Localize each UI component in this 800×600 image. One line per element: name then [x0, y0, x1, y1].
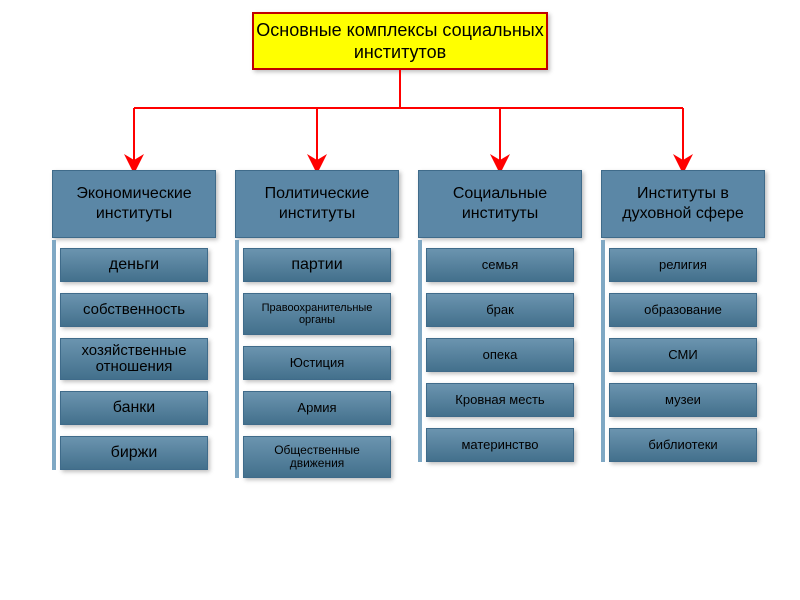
item-box: религия	[609, 248, 757, 282]
item-box: банки	[60, 391, 208, 425]
item-label: материнство	[461, 438, 538, 452]
item-box: опека	[426, 338, 574, 372]
item-label: опека	[483, 348, 518, 362]
root-box: Основные комплексы социальных институтов	[252, 12, 548, 70]
item-box: Армия	[243, 391, 391, 425]
item-label: Юстиция	[290, 356, 345, 370]
category-label: Социальные институты	[419, 184, 581, 224]
column-3: Социальные институты семья брак опека Кровна…	[418, 170, 582, 473]
items-wrap: семья брак опека Кровная месть материнство	[418, 248, 582, 462]
item-label: банки	[113, 399, 155, 417]
item-label: хозяйственные отношения	[65, 343, 203, 376]
item-box: библиотеки	[609, 428, 757, 462]
item-label: библиотеки	[648, 438, 717, 452]
category-box: Социальные институты	[418, 170, 582, 238]
item-label: партии	[291, 256, 342, 274]
category-vline	[235, 240, 239, 478]
column-1: Экономические институты деньги собственнос…	[52, 170, 216, 481]
item-label: СМИ	[668, 348, 697, 362]
item-label: религия	[659, 258, 707, 272]
item-label: деньги	[109, 256, 159, 274]
item-box: Правоохранительные органы	[243, 293, 391, 335]
category-box: Политические институты	[235, 170, 399, 238]
column-2: Политические институты партии Правоохранит…	[235, 170, 399, 489]
item-box: биржи	[60, 436, 208, 470]
item-label: семья	[482, 258, 518, 272]
item-box: Общественные движения	[243, 436, 391, 478]
category-vline	[52, 240, 56, 470]
item-box: образование	[609, 293, 757, 327]
item-box: СМИ	[609, 338, 757, 372]
category-box: Институты в духовной сфере	[601, 170, 765, 238]
items-wrap: партии Правоохранительные органы Юстиция Ар…	[235, 248, 399, 478]
item-box: музеи	[609, 383, 757, 417]
item-label: биржи	[111, 444, 158, 462]
arrow-lines	[134, 70, 683, 166]
item-box: семья	[426, 248, 574, 282]
item-box: партии	[243, 248, 391, 282]
column-4: Институты в духовной сфере религия образов…	[601, 170, 765, 473]
category-vline	[601, 240, 605, 462]
item-box: материнство	[426, 428, 574, 462]
category-label: Политические институты	[236, 184, 398, 224]
category-label: Институты в духовной сфере	[602, 184, 764, 224]
item-label: Общественные движения	[248, 444, 386, 470]
item-label: музеи	[665, 393, 701, 407]
item-label: собственность	[83, 302, 185, 319]
item-box: Кровная месть	[426, 383, 574, 417]
item-label: брак	[486, 303, 514, 317]
items-wrap: религия образование СМИ музеи библиотеки	[601, 248, 765, 462]
item-label: образование	[644, 303, 722, 317]
root-label: Основные комплексы социальных институтов	[254, 19, 546, 64]
item-label: Армия	[297, 401, 336, 415]
category-box: Экономические институты	[52, 170, 216, 238]
item-label: Кровная месть	[455, 393, 544, 407]
item-box: хозяйственные отношения	[60, 338, 208, 380]
item-box: Юстиция	[243, 346, 391, 380]
category-vline	[418, 240, 422, 462]
item-box: брак	[426, 293, 574, 327]
items-wrap: деньги собственность хозяйственные отношен…	[52, 248, 216, 470]
item-box: собственность	[60, 293, 208, 327]
item-label: Правоохранительные органы	[248, 302, 386, 326]
category-label: Экономические институты	[53, 184, 215, 224]
item-box: деньги	[60, 248, 208, 282]
